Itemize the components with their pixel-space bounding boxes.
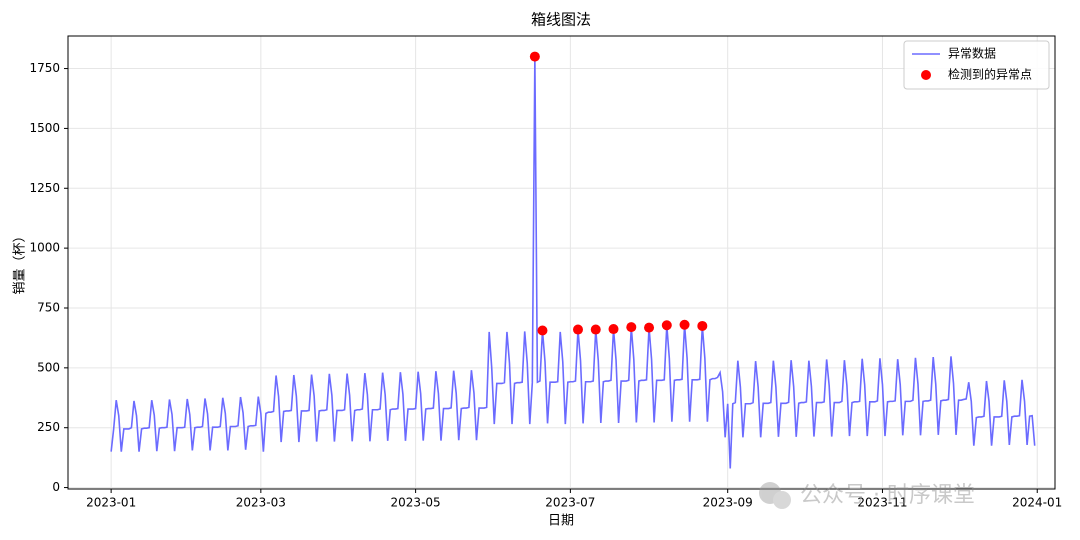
legend-box: [903, 40, 1050, 90]
y-tick-label: 1250: [29, 181, 60, 195]
y-tick-label: 1500: [29, 121, 60, 135]
data-line: [110, 56, 1036, 469]
legend-swatch: [921, 70, 931, 80]
x-tick-label: 2023-11: [857, 496, 907, 510]
y-tick-label: 750: [37, 300, 60, 314]
anomaly-point: [679, 319, 690, 330]
y-tick-label: 500: [37, 360, 60, 374]
x-tick-label: 2024-01: [1012, 496, 1062, 510]
y-tick-label: 1000: [29, 241, 60, 255]
legend-label: 异常数据: [948, 46, 996, 61]
anomaly-point: [661, 320, 672, 331]
plot-frame: [67, 35, 1056, 490]
watermark-icon: [759, 482, 781, 504]
y-tick-label: 1750: [29, 61, 60, 75]
anomaly-point: [529, 51, 540, 62]
x-tick-label: 2023-01: [86, 496, 136, 510]
anomaly-point: [590, 324, 601, 335]
watermark-icon: [773, 491, 791, 509]
x-tick-label: 2023-07: [545, 496, 595, 510]
legend-label: 检测到的异常点: [948, 67, 1032, 82]
anomaly-point: [537, 325, 548, 336]
anomaly-point: [697, 320, 708, 331]
y-tick-label: 250: [37, 420, 60, 434]
x-tick-label: 2023-05: [391, 496, 441, 510]
anomaly-point: [644, 322, 655, 333]
chart-title: 箱线图法: [531, 11, 591, 29]
anomaly-point: [626, 322, 637, 333]
anomaly-point: [608, 324, 619, 335]
x-tick-label: 2023-03: [236, 496, 286, 510]
y-axis-label: 销量（杯）: [13, 229, 28, 294]
x-tick-label: 2023-09: [703, 496, 753, 510]
x-axis-label: 日期: [548, 514, 574, 529]
anomaly-point: [572, 324, 583, 335]
watermark: 公众号 · 时序课堂: [759, 482, 975, 509]
y-tick-label: 0: [52, 480, 60, 494]
watermark-text: 公众号 · 时序课堂: [800, 483, 975, 508]
